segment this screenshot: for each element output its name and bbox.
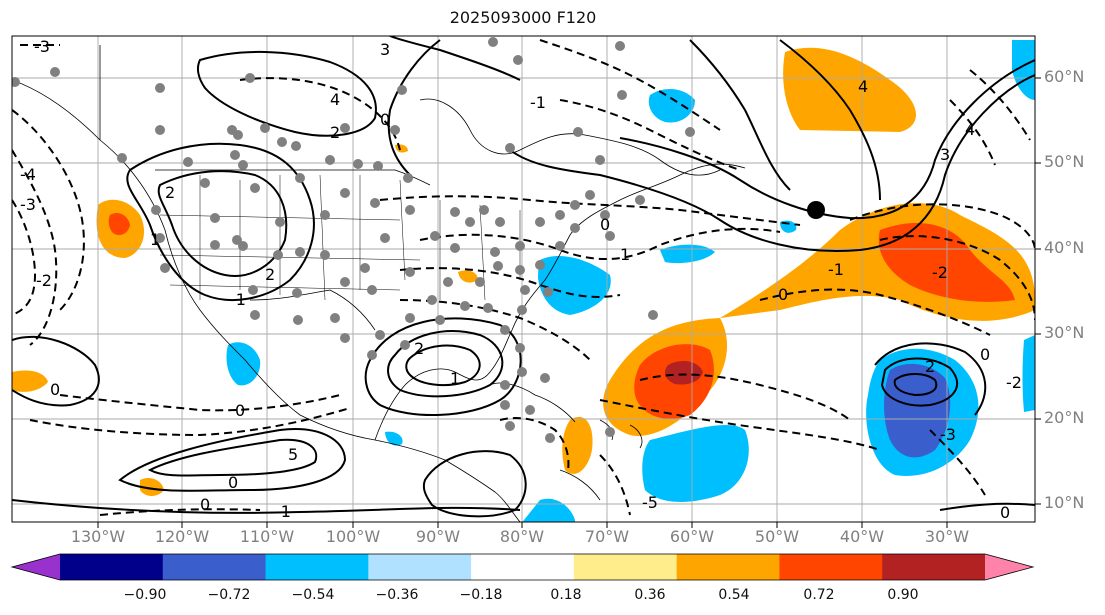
contour-label: 0 [50,380,60,399]
axis-ticks [97,77,1041,528]
lon-label: 40°W [839,527,885,546]
colorbar-segment [882,554,986,580]
contour-label: -5 [642,493,658,512]
colorbar-segment [368,554,472,580]
colorbar-tick-label: 0.90 [887,587,919,603]
contour-label: 2 [165,183,175,202]
contour-label: 0 [228,473,238,492]
station-markers [12,37,695,443]
colorbar-outline [10,553,1035,581]
contour-label: 3 [940,145,950,164]
lat-label: 10°N [1044,493,1085,512]
contour-label: -3 [20,195,36,214]
contour-label: 0 [600,215,610,234]
lat-label: 60°N [1044,67,1085,86]
lon-label: 50°W [754,527,800,546]
contour-label: -4 [20,165,36,184]
lon-label: 80°W [499,527,545,546]
colorbar-segment [265,554,369,580]
contour-label: 4 [858,77,868,96]
colorbar-segment [471,554,575,580]
contour-label: -3 [940,425,956,444]
highlight-marker [807,201,825,219]
lon-label: 90°W [415,527,461,546]
shaded-field-negative [226,40,1035,522]
colorbar-segment [676,554,780,580]
contour-label: 2 [265,265,275,284]
contour-label: -2 [36,271,52,290]
contour-label: 1 [150,230,160,249]
contour-label: 3 [380,40,390,59]
contour-label: -2 [932,263,948,282]
lat-label: 50°N [1044,152,1085,171]
contour-label: 1 [450,369,460,388]
contour-label: 0 [380,110,390,129]
colorbar [10,553,1035,581]
contours-dashed [12,39,1035,516]
lon-label: 120°W [154,527,210,546]
lat-label: 20°N [1044,408,1085,427]
contour-label: -1 [275,502,291,521]
contour-label: 0 [200,495,210,514]
contour-label: 0 [235,401,245,420]
colorbar-segment [60,554,164,580]
lat-label: 40°N [1044,238,1085,257]
coastlines [12,45,746,522]
colorbar-extend-high [985,554,1033,580]
lon-label: 100°W [325,527,381,546]
contour-label: 0 [1000,503,1010,522]
colorbar-extend-low [12,554,60,580]
contour-label-group: -3 3 -3 4 -4 2 -2 1 -1 0 5 -5 -2 2 0 0 -… [20,37,1022,522]
lat-label: 30°N [1044,323,1085,342]
contour-label: -1 [828,260,844,279]
colorbar-tick-label: −0.36 [375,587,419,603]
colorbar-tick-label: −0.90 [123,587,167,603]
contour-label: 5 [288,445,298,464]
colorbar-segment [573,554,678,580]
contour-label: -1 [230,290,246,309]
colorbar-tick-label: 0.54 [718,587,750,603]
colorbar-segment [779,554,883,580]
map-title: 2025093000 F120 [449,8,597,27]
contour-label: 4 [965,120,975,139]
colorbar-tick-label: 0.36 [634,587,666,603]
contour-label: 0 [980,345,990,364]
colorbar-tick-label: 0.72 [803,587,835,603]
lon-label: 110°W [239,527,295,546]
contour-label: 0 [778,285,788,304]
lon-label: 30°W [924,527,970,546]
lon-label: 70°W [584,527,630,546]
contour-label: 4 [330,90,340,109]
contour-label: -2 [1006,373,1022,392]
colorbar-tick-label: −0.72 [207,587,251,603]
contour-label: 2 [925,357,935,376]
colorbar-tick-label: −0.18 [459,587,503,603]
colorbar-segment [162,554,267,580]
lon-label: 130°W [70,527,126,546]
colorbar-tick-label: −0.54 [291,587,335,603]
colorbar-tick-label: 0.18 [550,587,582,603]
contour-label: 1 [620,245,630,264]
map-frame [11,35,1036,523]
contour-label: 2 [330,123,340,142]
lon-label: 60°W [669,527,715,546]
contour-label: -3 [34,37,50,56]
contour-label: 2 [414,339,424,358]
contour-label: -1 [530,93,546,112]
